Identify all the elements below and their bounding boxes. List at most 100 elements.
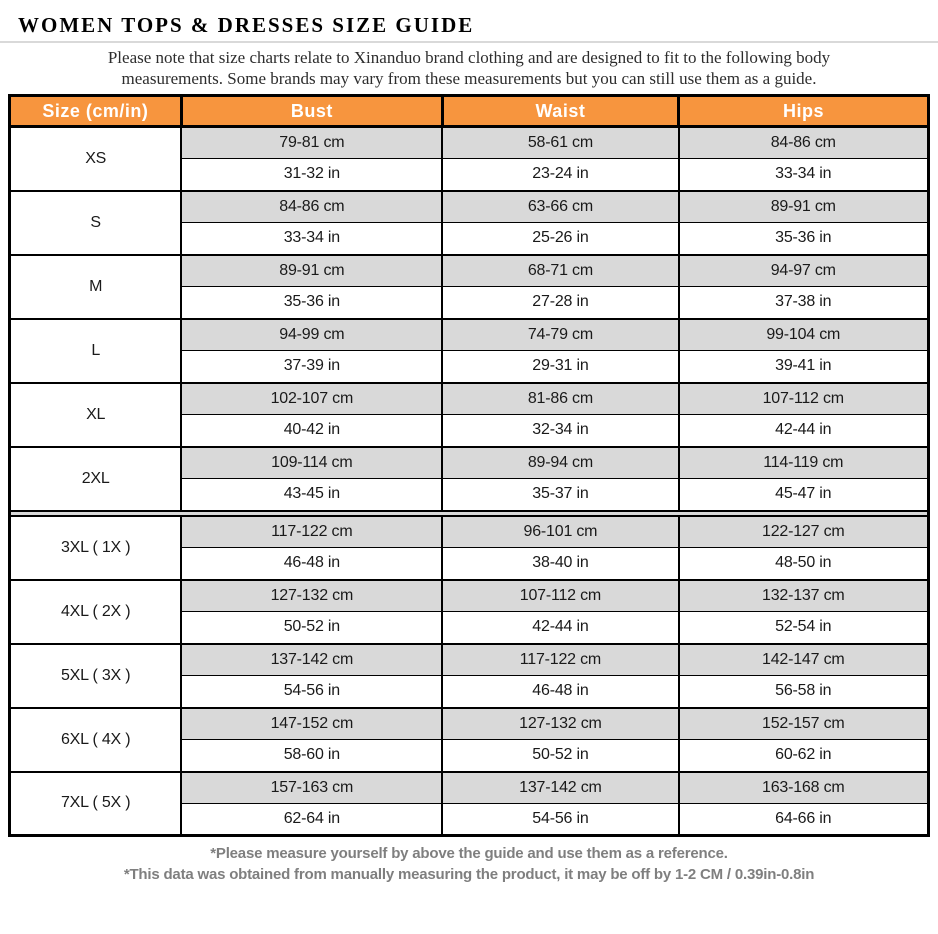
hips-cm-cell: 94-97 cm (677, 253, 930, 287)
col-header-bust: Bust (179, 94, 444, 128)
bust-in-cell: 35-36 in (180, 286, 444, 320)
plus-size-separator (8, 509, 930, 517)
bust-in-cell: 62-64 in (180, 803, 444, 837)
waist-cm-cell: 81-86 cm (441, 381, 680, 415)
hips-in-cell: 64-66 in (677, 803, 930, 837)
hips-cm-cell: 152-157 cm (677, 706, 930, 740)
footnote-tolerance: *This data was obtained from manually me… (123, 866, 815, 883)
waist-in-cell: 25-26 in (441, 222, 680, 256)
in-row: 58-60 in 50-52 in 60-62 in (10, 739, 930, 773)
brand-note-line-2: measurements. Some brands may vary from … (121, 69, 817, 88)
cm-row: XS 79-81 cm 58-61 cm 84-86 cm (8, 125, 930, 192)
col-header-hips: Hips (677, 94, 930, 128)
hips-in-cell: 56-58 in (677, 675, 930, 709)
waist-cm-cell: 127-132 cm (441, 706, 680, 740)
hips-cm-cell: 107-112 cm (677, 381, 930, 415)
cm-row: 3XL ( 1X ) 117-122 cm 96-101 cm 122-127 cm (8, 514, 930, 581)
hips-in-cell: 45-47 in (677, 478, 930, 512)
hips-cm-cell: 142-147 cm (677, 642, 930, 676)
bust-cm-cell: 102-107 cm (180, 381, 444, 415)
title-divider (0, 41, 938, 43)
cm-row: 5XL ( 3X ) 137-142 cm 117-122 cm 142-147 cm (8, 642, 930, 709)
bust-cm-cell: 157-163 cm (180, 770, 444, 804)
bust-cm-cell: 89-91 cm (180, 253, 444, 287)
size-label-cell: XL (8, 381, 183, 448)
hips-cm-cell: 122-127 cm (677, 514, 930, 548)
bust-cm-cell: 127-132 cm (180, 578, 444, 612)
bust-cm-cell: 84-86 cm (180, 189, 444, 223)
bust-in-cell: 58-60 in (180, 739, 444, 773)
hips-in-cell: 52-54 in (677, 611, 930, 645)
waist-cm-cell: 74-79 cm (441, 317, 680, 351)
header-row: Size (cm/in) Bust Waist Hips (8, 94, 930, 128)
in-row: 35-36 in 27-28 in 37-38 in (10, 286, 930, 320)
waist-in-cell: 23-24 in (441, 158, 680, 192)
waist-cm-cell: 63-66 cm (441, 189, 680, 223)
size-group: 5XL ( 3X ) 137-142 cm 117-122 cm 142-147 cm… (8, 642, 930, 709)
bust-cm-cell: 117-122 cm (180, 514, 444, 548)
waist-in-cell: 54-56 in (441, 803, 680, 837)
waist-cm-cell: 117-122 cm (441, 642, 680, 676)
waist-in-cell: 42-44 in (441, 611, 680, 645)
size-table-header: Size (cm/in) Bust Waist Hips (8, 94, 930, 128)
in-row: 50-52 in 42-44 in 52-54 in (10, 611, 930, 645)
cm-row: M 89-91 cm 68-71 cm 94-97 cm (8, 253, 930, 320)
hips-in-cell: 60-62 in (677, 739, 930, 773)
waist-cm-cell: 68-71 cm (441, 253, 680, 287)
in-row: 37-39 in 29-31 in 39-41 in (10, 350, 930, 384)
page-title: WOMEN TOPS & DRESSES SIZE GUIDE (18, 13, 475, 37)
hips-cm-cell: 114-119 cm (677, 445, 930, 479)
hips-in-cell: 39-41 in (677, 350, 930, 384)
size-group: 4XL ( 2X ) 127-132 cm 107-112 cm 132-137 cm… (8, 578, 930, 645)
bust-cm-cell: 79-81 cm (180, 125, 444, 159)
bust-in-cell: 31-32 in (180, 158, 444, 192)
hips-in-cell: 35-36 in (677, 222, 930, 256)
size-label-cell: XS (8, 125, 183, 192)
bust-in-cell: 43-45 in (180, 478, 444, 512)
cm-row: 2XL 109-114 cm 89-94 cm 114-119 cm (8, 445, 930, 512)
cm-row: 4XL ( 2X ) 127-132 cm 107-112 cm 132-137 cm (8, 578, 930, 645)
in-row: 43-45 in 35-37 in 45-47 in (10, 478, 930, 512)
brand-note: Please note that size charts relate to X… (4, 47, 934, 89)
waist-in-cell: 38-40 in (441, 547, 680, 581)
waist-in-cell: 50-52 in (441, 739, 680, 773)
separator-row (8, 509, 930, 517)
col-header-waist: Waist (440, 94, 681, 128)
size-label-cell: L (8, 317, 183, 384)
hips-cm-cell: 163-168 cm (677, 770, 930, 804)
size-group: 2XL 109-114 cm 89-94 cm 114-119 cm 43-45 in 3… (8, 445, 930, 512)
size-group: 7XL ( 5X ) 157-163 cm 137-142 cm 163-168 cm… (8, 770, 930, 837)
size-label-cell: 6XL ( 4X ) (8, 706, 183, 773)
bust-in-cell: 37-39 in (180, 350, 444, 384)
in-row: 40-42 in 32-34 in 42-44 in (10, 414, 930, 448)
size-label-cell: 4XL ( 2X ) (8, 578, 183, 645)
bust-cm-cell: 94-99 cm (180, 317, 444, 351)
hips-in-cell: 42-44 in (677, 414, 930, 448)
in-row: 54-56 in 46-48 in 56-58 in (10, 675, 930, 709)
in-row: 46-48 in 38-40 in 48-50 in (10, 547, 930, 581)
hips-in-cell: 48-50 in (677, 547, 930, 581)
size-group: M 89-91 cm 68-71 cm 94-97 cm 35-36 in 27-28 i… (8, 253, 930, 320)
waist-in-cell: 32-34 in (441, 414, 680, 448)
size-group: XS 79-81 cm 58-61 cm 84-86 cm 31-32 in 23-24 … (8, 125, 930, 192)
bust-in-cell: 54-56 in (180, 675, 444, 709)
in-row: 62-64 in 54-56 in 64-66 in (10, 803, 930, 837)
size-label-cell: 7XL ( 5X ) (8, 770, 183, 837)
col-header-size: Size (cm/in) (8, 94, 183, 128)
hips-in-cell: 33-34 in (677, 158, 930, 192)
in-row: 31-32 in 23-24 in 33-34 in (10, 158, 930, 192)
size-table: Size (cm/in) Bust Waist Hips XS 79-81 cm 5… (8, 94, 930, 837)
bust-in-cell: 46-48 in (180, 547, 444, 581)
size-label-cell: 5XL ( 3X ) (8, 642, 183, 709)
waist-cm-cell: 58-61 cm (441, 125, 680, 159)
waist-cm-cell: 89-94 cm (441, 445, 680, 479)
waist-cm-cell: 137-142 cm (441, 770, 680, 804)
hips-cm-cell: 84-86 cm (677, 125, 930, 159)
bust-cm-cell: 147-152 cm (180, 706, 444, 740)
waist-in-cell: 46-48 in (441, 675, 680, 709)
size-label-cell: 2XL (8, 445, 183, 512)
bust-in-cell: 50-52 in (180, 611, 444, 645)
waist-cm-cell: 107-112 cm (441, 578, 680, 612)
hips-in-cell: 37-38 in (677, 286, 930, 320)
